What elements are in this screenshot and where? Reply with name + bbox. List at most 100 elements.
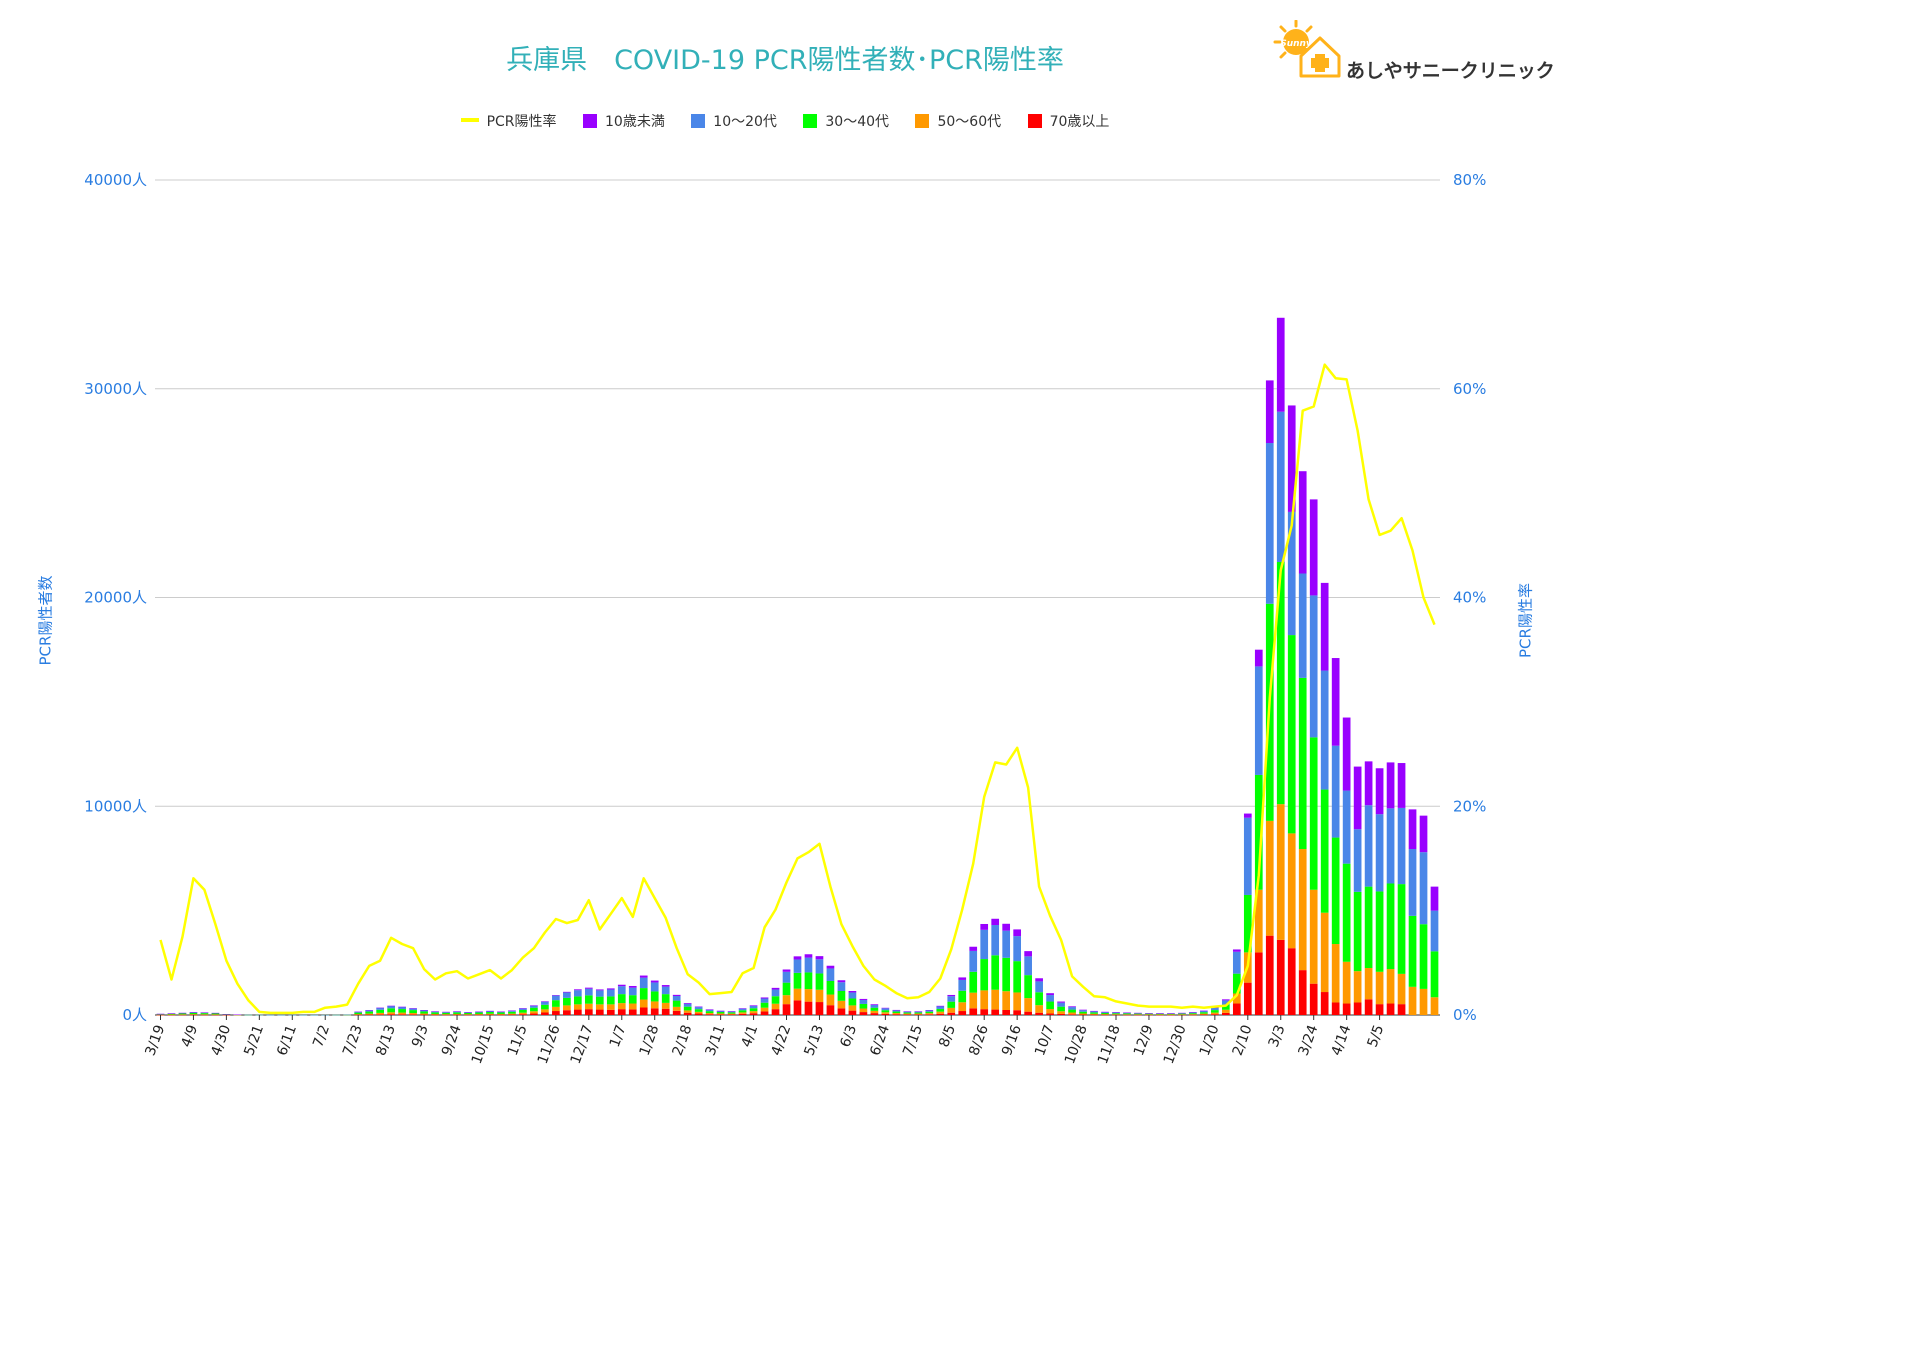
bar-segment xyxy=(541,1001,549,1002)
bar-segment xyxy=(1134,1014,1142,1015)
bar-segment xyxy=(1145,1014,1153,1015)
bar-segment xyxy=(1375,1004,1384,1015)
bar-segment xyxy=(1254,666,1263,775)
bar-segment xyxy=(1046,1001,1054,1010)
bar-segment xyxy=(606,1004,615,1010)
bar-segment xyxy=(1002,923,1011,931)
bar-segment xyxy=(914,1011,923,1012)
bar-segment xyxy=(1254,649,1263,667)
bar-segment xyxy=(958,1002,967,1012)
bar-segment xyxy=(793,972,802,989)
bar-segment xyxy=(881,1012,890,1014)
bar-segment xyxy=(1419,815,1428,853)
legend-label: 30〜40代 xyxy=(825,114,890,130)
bar-segment xyxy=(1035,1005,1043,1013)
bar-segment xyxy=(398,1012,406,1015)
bar-segment xyxy=(1353,891,1362,972)
bar-segment xyxy=(1243,813,1252,818)
bar-segment xyxy=(914,1012,923,1014)
bar-segment xyxy=(606,988,615,990)
bar-segment xyxy=(980,929,989,960)
bar-segment xyxy=(1200,1010,1208,1012)
bar-segment xyxy=(420,1013,428,1015)
bar-segment xyxy=(925,1010,934,1012)
bar-segment xyxy=(606,996,615,1005)
bar-segment xyxy=(1221,1009,1230,1013)
bar-segment xyxy=(167,1013,176,1014)
bar-segment xyxy=(672,996,681,1001)
bar-segment xyxy=(1123,1014,1131,1016)
bar-segment xyxy=(969,950,978,972)
bar-segment xyxy=(848,990,857,993)
bar-segment xyxy=(1320,670,1329,790)
bar-segment xyxy=(595,996,604,1005)
x-tick-label: 3/11 xyxy=(703,1023,729,1058)
bar-segment xyxy=(1057,1006,1065,1012)
bar-segment xyxy=(1024,956,1032,976)
logo-badge-text: Sunny xyxy=(1280,39,1313,49)
bar-segment xyxy=(1320,992,1329,1015)
bar-segment xyxy=(1243,982,1252,1015)
bar-segment xyxy=(497,1013,505,1015)
bar-segment xyxy=(486,1010,494,1012)
bar-segment xyxy=(211,1014,220,1015)
bar-segment xyxy=(1221,1012,1230,1015)
bar-segment xyxy=(1287,948,1296,1015)
bar-segment xyxy=(1265,820,1274,936)
bar-segment xyxy=(464,1012,472,1013)
bar-segment xyxy=(804,1001,813,1015)
legend-label: 10〜20代 xyxy=(713,114,777,130)
bar-segment xyxy=(1430,997,1439,1015)
bar-segment xyxy=(1276,939,1285,1015)
bar-segment xyxy=(178,1014,187,1016)
bar-segment xyxy=(1200,1014,1208,1016)
bar-segment xyxy=(683,1002,692,1004)
bar-segment xyxy=(1101,1012,1109,1014)
x-tick-label: 4/30 xyxy=(208,1023,234,1058)
bar-segment xyxy=(486,1012,494,1014)
x-tick-label: 11/5 xyxy=(505,1023,531,1058)
bar-segment xyxy=(1068,1012,1076,1015)
bar-segment xyxy=(804,957,813,973)
x-tick-label: 3/3 xyxy=(1266,1023,1289,1050)
bar-segment xyxy=(1386,1003,1395,1015)
x-tick-label: 3/24 xyxy=(1296,1023,1322,1058)
bar-segment xyxy=(1287,833,1296,949)
x-tick-label: 11/26 xyxy=(535,1023,564,1066)
bar-segment xyxy=(189,1014,198,1016)
bar-segment xyxy=(1211,1014,1219,1015)
bar-segment xyxy=(420,1010,428,1012)
legend-label: PCR陽性率 xyxy=(486,114,557,130)
bar-segment xyxy=(738,1010,747,1013)
bar-segment xyxy=(541,1001,549,1005)
bar-segment xyxy=(453,1013,461,1015)
bar-segment xyxy=(1057,1013,1065,1015)
bar-segment xyxy=(1068,1009,1076,1013)
bar-segment xyxy=(892,1009,901,1011)
bar-segment xyxy=(1101,1014,1109,1015)
x-tick-label: 12/30 xyxy=(1161,1023,1190,1066)
bar-segment xyxy=(936,1011,945,1014)
bar-segment xyxy=(595,1009,604,1015)
bar-segment xyxy=(475,1012,483,1014)
bar-segment xyxy=(1200,1013,1208,1015)
x-tick-label: 8/26 xyxy=(966,1023,992,1058)
bar-segment xyxy=(782,982,791,996)
bar-segment xyxy=(1309,737,1318,890)
bar-segment xyxy=(409,1014,417,1015)
bar-segment xyxy=(1265,443,1274,604)
bar-segment xyxy=(398,1009,406,1013)
bar-segment xyxy=(749,1005,758,1009)
bar-segment xyxy=(826,1005,835,1015)
bar-segment xyxy=(1408,915,1417,987)
bar-segment xyxy=(1211,1010,1219,1013)
bar-segment xyxy=(1419,852,1428,925)
bar-segment xyxy=(925,1011,934,1014)
bar-segment xyxy=(1200,1012,1208,1014)
bar-segment xyxy=(826,968,835,981)
bar-segment xyxy=(1178,1013,1186,1015)
bar-segment xyxy=(771,987,780,990)
bar-segment xyxy=(837,990,846,1001)
bar-segment xyxy=(365,1013,374,1015)
positivity-line-path xyxy=(159,363,1436,1015)
